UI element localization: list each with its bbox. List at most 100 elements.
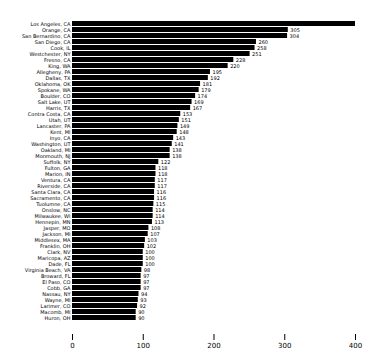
svg-text:118: 118: [158, 164, 168, 171]
svg-text:Milwaukee, WI: Milwaukee, WI: [34, 212, 71, 219]
svg-text:Santa Clara, CA: Santa Clara, CA: [31, 188, 71, 195]
svg-text:Dade, FL: Dade, FL: [48, 260, 71, 267]
svg-text:90: 90: [138, 308, 145, 315]
svg-text:Salt Lake, UT: Salt Lake, UT: [37, 98, 71, 105]
svg-text:Middlesex, MA: Middlesex, MA: [34, 236, 71, 243]
svg-text:228: 228: [235, 56, 246, 63]
svg-text:94: 94: [141, 290, 148, 297]
svg-text:San Diego, CA: San Diego, CA: [34, 38, 71, 45]
svg-text:260: 260: [258, 38, 268, 45]
svg-text:100: 100: [145, 248, 155, 255]
svg-text:107: 107: [150, 230, 160, 237]
svg-text:148: 148: [179, 128, 189, 135]
svg-text:San Bernardino, CA: San Bernardino, CA: [21, 32, 71, 39]
svg-text:117: 117: [157, 176, 167, 183]
svg-text:Suffolk, NY: Suffolk, NY: [43, 158, 71, 165]
svg-text:Hennepin, MN: Hennepin, MN: [35, 218, 71, 225]
svg-text:Sacramento, CA: Sacramento, CA: [30, 194, 71, 201]
svg-text:149: 149: [179, 122, 190, 129]
svg-text:151: 151: [181, 116, 191, 123]
svg-text:93: 93: [140, 296, 147, 303]
svg-text:King, WA: King, WA: [48, 62, 71, 69]
svg-text:114: 114: [155, 212, 165, 219]
svg-text:Inyo, CA: Inyo, CA: [49, 134, 71, 141]
svg-text:179: 179: [201, 86, 211, 93]
svg-text:Contra Costa, CA: Contra Costa, CA: [27, 110, 71, 117]
svg-text:Huron, OH: Huron, OH: [45, 315, 71, 321]
svg-text:103: 103: [147, 236, 157, 243]
svg-text:195: 195: [212, 68, 222, 75]
svg-text:Oakland, MI: Oakland, MI: [40, 146, 71, 153]
svg-text:Monmouth, NJ: Monmouth, NJ: [35, 152, 71, 159]
svg-text:Onslow, NC: Onslow, NC: [41, 206, 71, 213]
svg-text:98: 98: [143, 266, 151, 273]
svg-text:118: 118: [158, 170, 168, 177]
svg-text:251: 251: [252, 51, 262, 57]
svg-text:192: 192: [210, 74, 220, 81]
svg-text:Ventura, CA: Ventura, CA: [40, 176, 71, 183]
svg-text:Clark, NV: Clark, NV: [47, 248, 71, 255]
svg-text:305: 305: [290, 26, 300, 33]
svg-text:100: 100: [145, 260, 155, 267]
svg-text:108: 108: [150, 224, 161, 231]
svg-text:Los Angeles, CA: Los Angeles, CA: [30, 20, 71, 27]
svg-text:Utah, UT: Utah, UT: [48, 116, 71, 123]
svg-text:220: 220: [230, 63, 240, 69]
svg-text:174: 174: [197, 92, 208, 99]
svg-text:100: 100: [145, 254, 155, 261]
svg-text:Lancaster, PA: Lancaster, PA: [36, 122, 71, 129]
svg-text:113: 113: [154, 218, 164, 225]
svg-text:97: 97: [143, 272, 150, 279]
svg-text:Orange, CA: Orange, CA: [41, 26, 71, 33]
svg-text:115: 115: [155, 200, 166, 207]
svg-text:Franklin, OH: Franklin, OH: [40, 242, 71, 249]
svg-text:141: 141: [174, 140, 184, 147]
svg-text:Maricopa, AZ: Maricopa, AZ: [37, 254, 71, 261]
svg-text:Jasper, MO: Jasper, MO: [43, 224, 71, 231]
svg-text:Spokane, WA: Spokane, WA: [37, 86, 71, 93]
svg-text:102: 102: [146, 242, 157, 249]
svg-text:Fresno, CA: Fresno, CA: [44, 56, 71, 63]
svg-text:Cobb, GA: Cobb, GA: [47, 284, 71, 291]
svg-text:143: 143: [175, 134, 186, 141]
svg-text:Fulton, GA: Fulton, GA: [44, 164, 71, 171]
svg-text:Broward, FL: Broward, FL: [40, 272, 71, 279]
svg-text:Jackson, MI: Jackson, MI: [42, 230, 71, 237]
svg-text:Virginia Beach, VA: Virginia Beach, VA: [24, 266, 71, 273]
svg-text:Westchester, NY: Westchester, NY: [29, 50, 71, 57]
svg-text:114: 114: [155, 206, 165, 213]
svg-text:117: 117: [157, 182, 167, 189]
svg-text:Cook, IL: Cook, IL: [50, 44, 71, 51]
svg-text:Boulder, CO: Boulder, CO: [40, 92, 71, 99]
svg-text:116: 116: [156, 188, 167, 195]
svg-text:169: 169: [194, 98, 204, 105]
svg-text:138: 138: [172, 153, 182, 159]
svg-text:Harris, TX: Harris, TX: [46, 104, 71, 111]
svg-text:304: 304: [290, 33, 300, 39]
svg-text:167: 167: [193, 105, 203, 111]
svg-text:97: 97: [143, 284, 150, 291]
svg-text:100: 100: [137, 342, 150, 350]
svg-text:92: 92: [139, 302, 146, 309]
svg-text:116: 116: [156, 194, 167, 201]
svg-text:90: 90: [138, 315, 144, 321]
svg-text:0: 0: [70, 342, 74, 350]
svg-text:200: 200: [207, 342, 220, 350]
svg-text:400: 400: [349, 342, 362, 350]
svg-text:Riverside, CA: Riverside, CA: [37, 182, 71, 189]
svg-text:Marion, IN: Marion, IN: [45, 170, 71, 177]
svg-text:97: 97: [143, 278, 150, 285]
svg-text:El Paso, CO: El Paso, CO: [42, 278, 71, 285]
svg-text:Kent, MI: Kent, MI: [50, 128, 71, 135]
svg-text:Tuolumne, CA: Tuolumne, CA: [36, 200, 71, 207]
svg-text:181: 181: [202, 80, 213, 87]
svg-text:138: 138: [172, 146, 182, 153]
svg-text:Allegheny, PA: Allegheny, PA: [36, 68, 71, 75]
svg-text:Dallas, TX: Dallas, TX: [45, 74, 71, 81]
svg-text:122: 122: [160, 158, 171, 165]
svg-text:300: 300: [278, 342, 291, 350]
svg-text:Washington, UT: Washington, UT: [31, 140, 71, 147]
svg-text:Oklahoma, OK: Oklahoma, OK: [34, 80, 71, 87]
svg-text:153: 153: [182, 110, 193, 117]
svg-text:258: 258: [257, 44, 267, 51]
